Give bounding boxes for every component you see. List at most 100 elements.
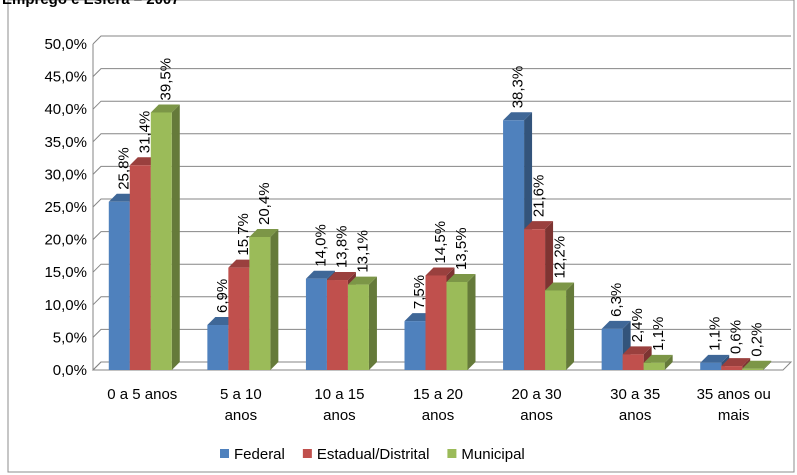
chart-title: Emprego e Esfera – 2007 — [2, 0, 180, 8]
bar — [108, 201, 130, 370]
bar-top — [721, 358, 751, 367]
bar-top — [622, 346, 652, 355]
bar-side — [467, 273, 476, 370]
bar-side — [664, 354, 673, 370]
legend-swatch — [447, 449, 457, 458]
y-tick-label: 20,0% — [44, 232, 87, 249]
data-label: 15,7% — [235, 213, 252, 256]
x-tick-label: anos — [619, 407, 652, 424]
x-tick-label: 20 a 30 — [512, 386, 562, 403]
bar — [249, 236, 271, 370]
data-label: 14,0% — [312, 224, 329, 267]
data-label: 13,8% — [333, 225, 350, 268]
bar-side — [270, 228, 279, 370]
data-label: 0,6% — [728, 320, 745, 354]
bar-side — [171, 104, 180, 371]
bar — [524, 229, 546, 370]
bar — [545, 290, 567, 370]
data-label: 39,5% — [157, 58, 174, 101]
bar — [446, 281, 468, 370]
bar-side — [763, 360, 772, 370]
y-tick-label: 30,0% — [44, 166, 87, 183]
bar — [228, 267, 250, 370]
bar — [601, 328, 623, 370]
grid-line — [92, 68, 791, 77]
y-tick-label: 35,0% — [44, 134, 87, 151]
grid-line — [92, 133, 791, 143]
bar-top — [742, 360, 772, 369]
bar — [150, 112, 172, 371]
data-label: 2,4% — [629, 308, 646, 342]
data-label: 31,4% — [136, 111, 153, 154]
data-label: 1,1% — [650, 317, 667, 351]
y-tick-label: 25,0% — [44, 199, 87, 216]
x-tick-label: anos — [323, 407, 356, 424]
grid-line — [92, 165, 791, 175]
bar — [643, 362, 665, 370]
bar-side — [566, 282, 575, 370]
bar-top — [347, 276, 377, 285]
x-tick-label: 0 a 5 anos — [107, 386, 177, 403]
bar-top — [305, 270, 335, 279]
data-label: 25,8% — [115, 147, 132, 190]
bar — [207, 325, 229, 370]
x-tick-label: 35 anos ou — [697, 386, 771, 403]
legend-label: Federal — [234, 446, 285, 463]
grid-line — [92, 263, 791, 273]
bar-top — [700, 354, 730, 363]
data-label: 7,5% — [411, 275, 428, 309]
x-tick-label: 5 a 10 — [220, 386, 262, 403]
x-tick-label: anos — [520, 407, 553, 424]
data-label: 0,2% — [749, 322, 766, 356]
bar-top — [503, 112, 533, 121]
y-tick-label: 40,0% — [44, 101, 87, 118]
legend-label: Estadual/Distrital — [317, 446, 430, 463]
bar-top — [150, 104, 180, 113]
data-label: 12,2% — [552, 236, 569, 279]
x-tick-label: anos — [422, 407, 455, 424]
bar-top — [446, 273, 476, 282]
data-label: 21,6% — [531, 175, 548, 218]
bar — [347, 284, 369, 370]
bar — [305, 278, 327, 370]
bar-top — [249, 228, 279, 237]
bar-side — [368, 276, 377, 370]
data-label: 20,4% — [256, 182, 273, 225]
x-tick-label: anos — [225, 407, 258, 424]
bar-top — [643, 354, 673, 363]
legend-swatch — [302, 449, 312, 458]
data-label: 6,9% — [214, 279, 231, 313]
bar — [700, 362, 722, 370]
y-tick-label: 5,0% — [53, 329, 87, 346]
bar — [622, 354, 644, 370]
y-tick-label: 50,0% — [44, 36, 87, 53]
legend-label: Municipal — [461, 446, 524, 463]
bar — [425, 275, 447, 370]
bar — [742, 368, 764, 370]
bar — [326, 280, 348, 370]
data-label: 1,1% — [707, 317, 724, 351]
bar — [404, 321, 426, 370]
bar-top — [425, 267, 455, 276]
bar-top — [545, 282, 575, 291]
bar-top — [601, 320, 631, 329]
y-tick-label: 10,0% — [44, 297, 87, 314]
bar — [503, 120, 525, 370]
y-tick-label: 15,0% — [44, 264, 87, 281]
bar — [129, 165, 151, 370]
data-label: 13,1% — [354, 230, 371, 273]
bar-top — [524, 221, 554, 230]
x-tick-label: 15 a 20 — [413, 386, 463, 403]
data-label: 13,5% — [453, 227, 470, 270]
data-label: 14,5% — [432, 221, 449, 264]
bar — [721, 366, 743, 370]
y-tick-label: 45,0% — [44, 69, 87, 86]
x-tick-label: mais — [718, 407, 750, 424]
data-label: 6,3% — [608, 283, 625, 317]
bar-top — [326, 272, 356, 281]
y-tick-label: 0,0% — [53, 362, 87, 379]
legend-swatch — [220, 449, 229, 458]
grid-line — [92, 100, 791, 110]
grid-line — [92, 35, 791, 45]
